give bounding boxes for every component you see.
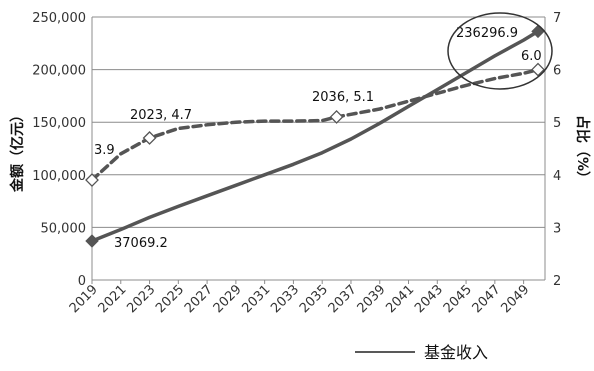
data-label: 37069.2 — [114, 236, 168, 251]
data-point-marker — [85, 173, 99, 187]
left-tick-label: 50,000 — [41, 221, 87, 236]
left-tick-label: 0 — [78, 274, 86, 289]
data-label: 236296.9 — [456, 26, 518, 41]
left-tick-label: 100,000 — [32, 169, 86, 184]
x-tick-label: 2037 — [326, 282, 360, 316]
x-tick-label: 2019 — [67, 282, 101, 316]
right-tick-label: 4 — [553, 169, 561, 184]
right-tick-label: 5 — [553, 116, 561, 131]
legend-label: 基金收入 — [424, 343, 488, 362]
x-tick-label: 2035 — [297, 282, 331, 316]
data-label: 6.0 — [521, 49, 542, 64]
x-tick-label: 2043 — [412, 282, 446, 316]
data-label: 3.9 — [94, 143, 115, 158]
x-tick-label: 2041 — [383, 282, 417, 316]
x-tick-label: 2049 — [498, 282, 532, 316]
x-tick-label: 2027 — [182, 282, 216, 316]
data-point-marker — [85, 234, 99, 248]
data-label: 2023, 4.7 — [130, 108, 192, 123]
x-tick-label: 2023 — [124, 282, 158, 316]
right-tick-label: 3 — [553, 221, 561, 236]
right-tick-label: 2 — [553, 274, 561, 289]
right-axis-title: 占比（%） — [574, 115, 591, 185]
left-axis-title: 金额（亿元） — [9, 108, 26, 193]
data-point-marker — [142, 131, 157, 145]
x-tick-label: 2039 — [355, 282, 389, 316]
data-point-marker — [329, 110, 344, 124]
x-tick-label: 2029 — [211, 282, 245, 316]
x-tick-label: 2031 — [239, 282, 273, 316]
x-tick-label: 2045 — [441, 282, 475, 316]
left-tick-label: 200,000 — [32, 64, 86, 79]
fund-income-line — [90, 29, 540, 243]
left-tick-label: 150,000 — [32, 116, 86, 131]
x-tick-label: 2033 — [268, 282, 302, 316]
x-tick-label: 2025 — [153, 282, 187, 316]
x-tick-label: 2021 — [96, 282, 130, 316]
left-tick-label: 250,000 — [32, 11, 86, 26]
share-percent-line — [90, 67, 540, 182]
x-tick-label: 2047 — [470, 282, 504, 316]
data-point-marker — [531, 62, 545, 77]
highlight-ellipse — [447, 12, 553, 90]
right-tick-label: 7 — [553, 11, 561, 26]
data-label: 2036, 5.1 — [312, 90, 374, 105]
right-tick-label: 6 — [553, 64, 561, 79]
